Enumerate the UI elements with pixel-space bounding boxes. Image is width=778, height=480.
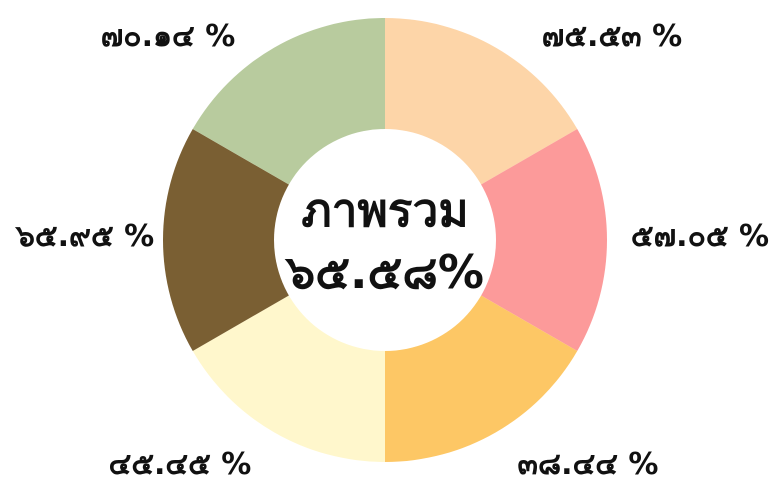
slice-value-label-5: ๖๕.๙๕ % xyxy=(15,219,154,254)
center-title: ภาพรวม xyxy=(301,183,468,237)
slice-labels: ๗๕.๕๓ % ๕๗.๐๕ % ๓๘.๔๔ % ๔๕.๔๕ % ๖๕.๙๕ % ๗๐.๑๔… xyxy=(15,19,769,480)
slice-value-label-4: ๔๕.๔๕ % xyxy=(109,447,252,480)
slice-value-label-6: ๗๐.๑๔ % xyxy=(101,19,236,54)
slice-value-label-1: ๗๕.๕๓ % xyxy=(542,19,682,54)
donut-hole xyxy=(274,129,496,351)
slice-value-label-3: ๓๘.๔๔ % xyxy=(518,447,659,480)
slice-value-label-2: ๕๗.๐๕ % xyxy=(631,219,769,254)
center-value: ๖๕.๕๘% xyxy=(284,245,484,299)
